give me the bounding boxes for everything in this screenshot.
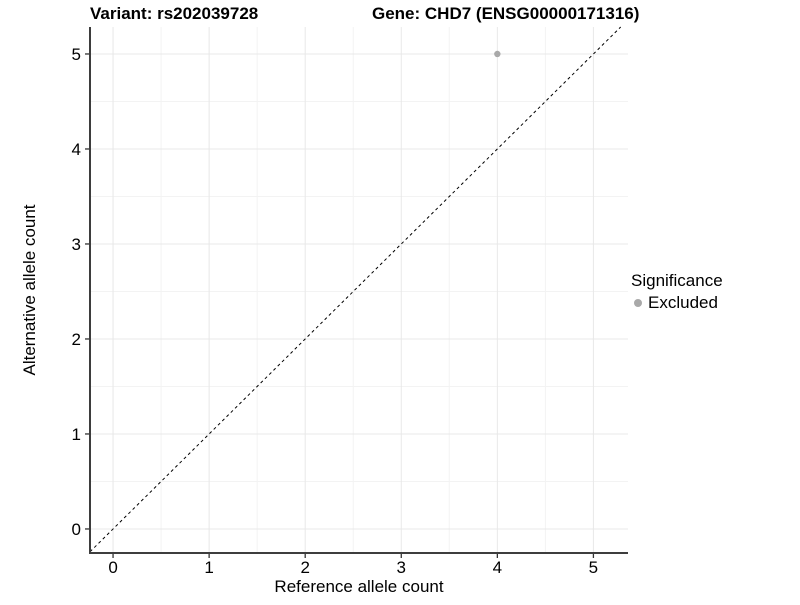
excluded-point-icon	[634, 299, 642, 307]
x-tick-label: 1	[204, 558, 213, 577]
y-axis-title: Alternative allele count	[20, 204, 39, 376]
y-tick-label: 5	[72, 45, 81, 64]
identity-line	[89, 26, 622, 553]
x-tick-label: 4	[493, 558, 502, 577]
y-tick-label: 2	[72, 330, 81, 349]
y-tick-label: 1	[72, 425, 81, 444]
legend-item-label: Excluded	[648, 293, 718, 312]
y-tick-label: 3	[72, 235, 81, 254]
major-gridlines	[90, 27, 628, 553]
minor-gridlines	[90, 27, 628, 553]
legend-item-excluded: Excluded	[631, 293, 723, 313]
axis-tick-labels: 0 1 2 3 4 5 0 1 2 3 4 5	[72, 45, 599, 577]
variant-title: Variant: rs202039728	[90, 4, 259, 23]
axis-lines	[89, 27, 628, 554]
x-tick-label: 3	[397, 558, 406, 577]
x-tick-label: 5	[589, 558, 598, 577]
data-points	[494, 50, 501, 58]
gene-title: Gene: CHD7 (ENSG00000171316)	[372, 4, 640, 23]
x-tick-label: 0	[108, 558, 117, 577]
legend-title: Significance	[631, 271, 723, 290]
identity-reference-line	[89, 26, 622, 553]
x-tick-label: 2	[300, 558, 309, 577]
y-tick-label: 0	[72, 520, 81, 539]
y-tick-label: 4	[72, 140, 81, 159]
legend: Significance Excluded	[631, 271, 723, 313]
x-axis-title: Reference allele count	[274, 577, 444, 596]
data-point	[494, 50, 501, 58]
